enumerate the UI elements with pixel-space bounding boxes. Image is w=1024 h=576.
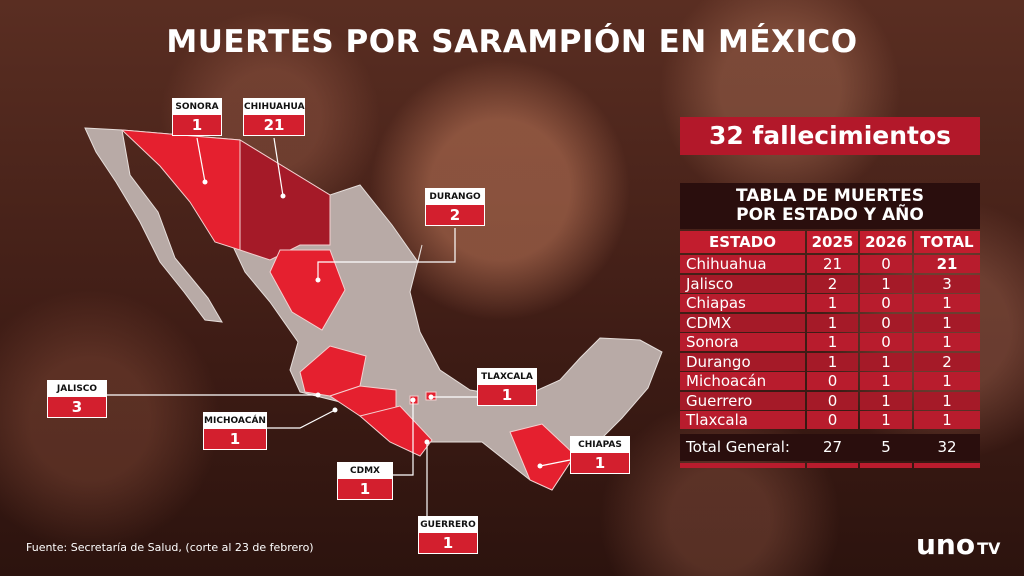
table-cell: 1	[914, 333, 980, 351]
table-title: POR ESTADO Y AÑO	[736, 205, 924, 225]
table-cell: Tlaxcala	[680, 411, 805, 429]
table-cell: 0	[860, 294, 912, 312]
table-header: TOTAL	[914, 231, 980, 253]
table-total-bg	[680, 433, 980, 461]
callout-line	[273, 137, 284, 197]
callout-deaths: 21	[243, 115, 305, 136]
table-cell: Michoacán	[680, 372, 805, 390]
table-cell: 0	[807, 411, 858, 429]
state-chiapas	[509, 423, 576, 491]
table-cell: 1	[807, 352, 858, 371]
table-cell: 1	[860, 391, 912, 410]
callout-line	[196, 137, 206, 183]
headline: 32 fallecimientos	[680, 117, 980, 155]
callout-dot	[315, 277, 321, 283]
table-total: 5	[881, 437, 891, 456]
callout-dot	[332, 407, 338, 413]
callout-state: SONORA	[172, 98, 222, 115]
table-cell: 21	[914, 255, 980, 273]
table-cell: 0	[807, 391, 858, 410]
callout-deaths: 3	[47, 397, 107, 418]
table-total-underline	[860, 462, 912, 468]
callout-line	[317, 228, 456, 280]
table-total-underline	[680, 462, 805, 468]
source: Fuente: Secretaría de Salud, (corte al 2…	[26, 541, 314, 554]
table-cell: 0	[860, 313, 912, 332]
table-header: 2026	[860, 231, 912, 253]
callout-state: JALISCO	[47, 380, 107, 397]
callout-state: CHIHUAHUA	[243, 98, 305, 115]
callout-dot	[428, 394, 434, 400]
callout-state: GUERRERO	[418, 516, 478, 533]
callout-line	[539, 459, 571, 467]
callout-line	[267, 409, 336, 429]
table-cell: 1	[914, 294, 980, 312]
callout-dot	[315, 392, 321, 398]
table-cell: 1	[860, 411, 912, 429]
table-cell: CDMX	[680, 313, 805, 332]
table-total: Total General:	[686, 437, 790, 456]
state-chihuahua	[239, 139, 331, 261]
table-cell: Chiapas	[680, 294, 805, 312]
table-cell: 0	[860, 333, 912, 351]
callout-deaths: 1	[418, 533, 478, 554]
callout-deaths: 1	[337, 479, 393, 500]
table-cell: 0	[860, 255, 912, 273]
table-cell: Sonora	[680, 333, 805, 351]
callout-deaths: 1	[570, 453, 630, 474]
table-cell: 21	[807, 255, 858, 273]
table-cell: Durango	[680, 352, 805, 371]
callout-state: TLAXCALA	[477, 368, 537, 385]
table-cell: 1	[914, 372, 980, 390]
table-cell: 2	[807, 274, 858, 293]
table-cell: 1	[807, 294, 858, 312]
callout-dot	[202, 179, 208, 185]
logo-suffix: TV	[977, 539, 1001, 558]
table-total-underline	[807, 462, 858, 468]
callout-dot	[424, 439, 430, 445]
state-guerrero	[358, 405, 433, 457]
table-header: 2025	[807, 231, 858, 253]
table-cell: 1	[914, 411, 980, 429]
table-cell: 1	[807, 313, 858, 332]
callout-deaths: 1	[172, 115, 222, 136]
callout-deaths: 1	[203, 429, 267, 450]
callout-state: CHIAPAS	[570, 436, 630, 453]
table-cell: Jalisco	[680, 274, 805, 293]
callout-dot	[537, 463, 543, 469]
callout-state: CDMX	[337, 462, 393, 479]
callout-state: MICHOACÁN	[203, 412, 267, 429]
highlighted-states	[120, 129, 576, 491]
table-cell: 0	[807, 372, 858, 390]
callout-deaths: 1	[477, 385, 537, 406]
state-michoacan	[328, 385, 397, 417]
table-cell: Guerrero	[680, 391, 805, 410]
table-total: 27	[822, 437, 843, 456]
table-cell: 1	[807, 333, 858, 351]
callout-dot	[410, 397, 416, 403]
table-cell: 2	[914, 352, 980, 371]
table-title-bg	[680, 183, 980, 229]
table-cell: 1	[860, 352, 912, 371]
table-cell: 1	[914, 391, 980, 410]
baja-california	[84, 127, 223, 323]
callout-line	[393, 400, 414, 476]
logo-main: uno	[916, 528, 976, 561]
callout-state: DURANGO	[425, 188, 485, 205]
table-cell: 1	[914, 313, 980, 332]
table-cell: 1	[860, 372, 912, 390]
table-total-underline	[914, 462, 980, 468]
state-durango	[269, 249, 346, 331]
callout-dot	[280, 193, 286, 199]
table-cell: 3	[914, 274, 980, 293]
table-title: TABLA DE MUERTES	[735, 186, 925, 206]
table-cell: Chihuahua	[680, 255, 805, 273]
title: MUERTES POR SARAMPIÓN EN MÉXICO	[166, 24, 858, 60]
table-cell: 1	[860, 274, 912, 293]
logo: uno TV	[916, 528, 1000, 561]
callout-deaths: 2	[425, 205, 485, 226]
table-total: 32	[937, 437, 957, 456]
table-header: ESTADO	[680, 231, 805, 253]
